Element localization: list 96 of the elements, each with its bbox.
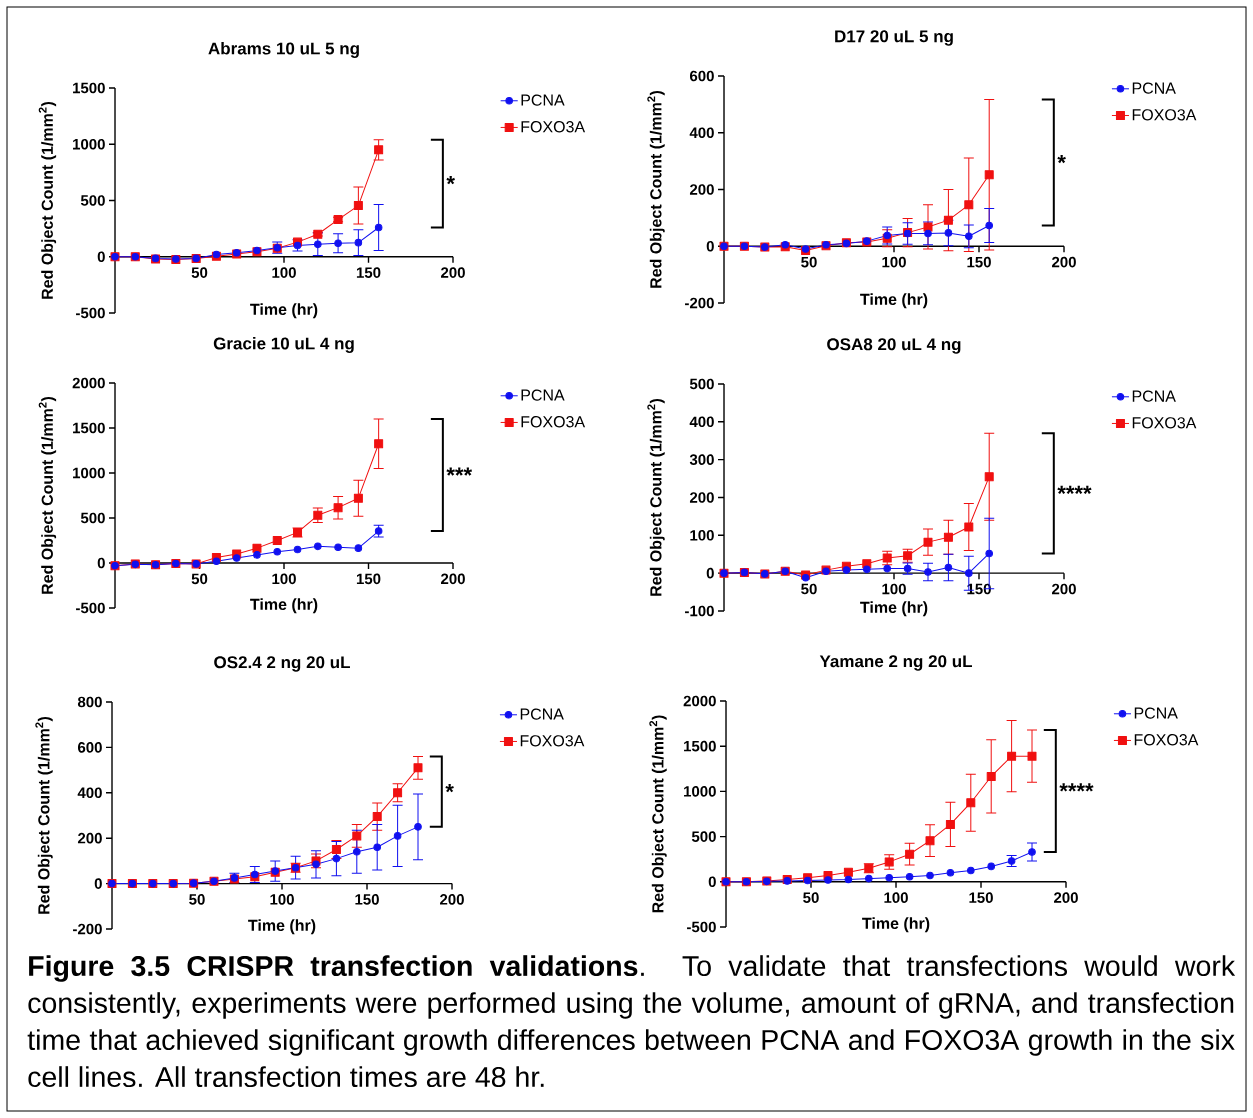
- x-tick-label: 100: [272, 267, 296, 278]
- x-tick-label: 50: [189, 894, 205, 905]
- x-tick-label: 150: [356, 267, 381, 278]
- y-tick-label: 0: [706, 240, 714, 252]
- x-axis-title: Time (hr): [860, 293, 928, 309]
- legend-label: FOXO3A: [521, 416, 586, 428]
- y-tick-label: 500: [80, 195, 105, 206]
- y-tick-label: 600: [689, 70, 714, 82]
- y-tick-label: 0: [708, 876, 716, 888]
- x-tick-label: 50: [803, 892, 819, 903]
- chart-title: Yamane 2 ng 20 uL: [819, 655, 973, 671]
- x-tick-label: 100: [272, 573, 296, 585]
- y-tick-label: 200: [689, 184, 714, 195]
- legend-label: FOXO3A: [1132, 109, 1197, 121]
- legend-label: PCNA: [1132, 82, 1176, 94]
- y-axis-title: Red Object Count (1/mm$^{2}$): [649, 715, 667, 913]
- y-tick-label: 0: [97, 251, 105, 263]
- x-tick-label: 50: [191, 267, 208, 278]
- x-tick-label: 50: [191, 573, 208, 585]
- x-axis-title: Time (hr): [250, 598, 318, 614]
- x-tick-label: 200: [1054, 892, 1078, 903]
- x-tick-label: 200: [1052, 583, 1076, 595]
- x-tick-label: 150: [967, 256, 991, 268]
- x-tick-label: 150: [356, 573, 381, 585]
- y-tick-label: -200: [685, 297, 714, 309]
- y-axis-title: Red Object Count (1/mm$^{2}$): [647, 398, 665, 596]
- y-tick-label: 1000: [73, 138, 105, 150]
- annotation: *: [1057, 154, 1066, 164]
- x-tick-label: 100: [884, 892, 908, 903]
- chart-title: D17 20 uL 5 ng: [835, 30, 953, 46]
- legend-label: FOXO3A: [1132, 417, 1197, 429]
- y-tick-label: 300: [689, 454, 714, 465]
- text: Figure 3.5 CRISPR transfection validations. To validate that transfections would work consistently, experiments were performed using the volume, amount of gRNA, and transfection time that achieved significant growth differences between PCNA and FOXO3A growth in the six cell lines. All transfection times are 48 hr.: [27, 955, 1236, 1088]
- y-tick-label: 2000: [72, 377, 105, 389]
- x-tick-label: 200: [440, 894, 464, 905]
- legend-label: FOXO3A: [521, 121, 586, 133]
- y-tick-label: 0: [706, 567, 714, 579]
- x-tick-label: 200: [441, 267, 465, 278]
- x-tick-label: 150: [967, 583, 991, 595]
- annotation: ***: [446, 467, 473, 476]
- legend-label: PCNA: [520, 708, 564, 720]
- x-tick-label: 150: [969, 892, 993, 903]
- y-axis-title: Red Object Count (1/mm$^{2}$): [38, 396, 57, 594]
- legend-label: FOXO3A: [1134, 734, 1199, 746]
- y-axis-title: Red Object Count (1/mm$^{2}$): [38, 101, 57, 299]
- x-axis-title: Time (hr): [862, 917, 930, 933]
- y-tick-label: -100: [685, 605, 714, 617]
- y-tick-label: 200: [689, 492, 714, 503]
- y-tick-label: 1500: [73, 422, 105, 434]
- y-tick-label: 1000: [684, 786, 716, 797]
- y-axis-title: Red Object Count (1/mm$^{2}$): [647, 90, 665, 288]
- x-tick-label: 100: [882, 256, 906, 268]
- chart-title: Abrams 10 uL 5 ng: [208, 42, 359, 58]
- y-tick-label: 1500: [73, 82, 105, 94]
- x-tick-label: 100: [270, 894, 294, 905]
- legend-label: PCNA: [521, 94, 565, 106]
- y-tick-label: 600: [77, 742, 102, 753]
- y-axis-title: Red Object Count (1/mm$^{2}$): [35, 716, 53, 914]
- legend-label: PCNA: [1134, 707, 1178, 719]
- y-tick-label: 500: [80, 512, 105, 524]
- y-tick-label: 1500: [684, 740, 716, 752]
- chart-title: Gracie 10 uL 4 ng: [213, 337, 354, 353]
- chart-title: OSA8 20 uL 4 ng: [827, 338, 961, 354]
- y-tick-label: -500: [76, 307, 105, 319]
- x-tick-label: 50: [801, 583, 817, 595]
- annotation: *: [446, 176, 455, 185]
- x-tick-label: 200: [441, 573, 465, 585]
- x-axis-title: Time (hr): [860, 601, 928, 617]
- x-tick-label: 100: [882, 583, 906, 595]
- x-axis-title: Time (hr): [250, 303, 318, 319]
- y-tick-label: 400: [689, 127, 714, 139]
- y-tick-label: 400: [689, 416, 714, 428]
- chart-title: OS2.4 2 ng 20 uL: [214, 656, 350, 672]
- y-tick-label: 500: [689, 378, 714, 390]
- y-tick-label: 0: [97, 557, 105, 569]
- y-tick-label: 800: [77, 696, 102, 708]
- y-tick-label: 500: [691, 831, 716, 842]
- legend-label: PCNA: [521, 389, 565, 401]
- y-tick-label: -200: [73, 923, 102, 935]
- y-tick-label: 400: [77, 787, 102, 799]
- legend-label: PCNA: [1132, 390, 1176, 402]
- annotation: *: [445, 784, 454, 793]
- x-axis-title: Time (hr): [248, 919, 316, 935]
- legend-label: FOXO3A: [520, 735, 585, 747]
- y-tick-label: 1000: [73, 467, 105, 479]
- y-tick-label: 2000: [683, 695, 716, 707]
- x-tick-label: 150: [355, 894, 379, 905]
- y-tick-label: 100: [690, 530, 714, 541]
- y-tick-label: 0: [94, 878, 102, 889]
- x-tick-label: 200: [1052, 256, 1076, 268]
- y-tick-label: -500: [687, 921, 716, 933]
- annotation: ****: [1057, 485, 1092, 494]
- x-tick-label: 50: [801, 256, 817, 268]
- annotation: ****: [1059, 783, 1094, 792]
- y-tick-label: 200: [77, 832, 102, 844]
- y-tick-label: -500: [76, 602, 105, 614]
